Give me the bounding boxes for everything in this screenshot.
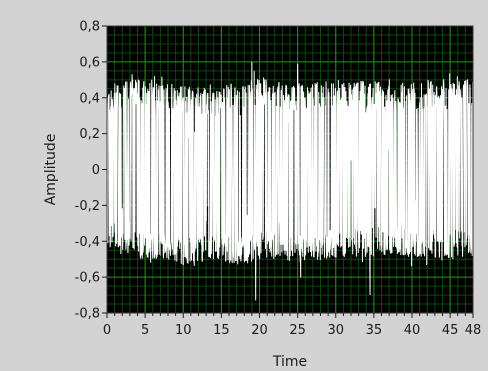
signal-trace xyxy=(106,61,474,301)
x-tick-label: 48 xyxy=(465,323,482,338)
y-tick-label: -0,8 xyxy=(75,307,100,322)
x-tick-label: 30 xyxy=(327,323,344,338)
x-tick-label: 40 xyxy=(404,323,421,338)
signal-line xyxy=(106,61,474,301)
x-tick-label: 45 xyxy=(442,323,459,338)
y-tick-label: 0,8 xyxy=(79,20,100,35)
y-axis-title: Amplitude xyxy=(43,134,59,206)
y-tick-label: 0,4 xyxy=(79,91,100,106)
x-tick-label: 10 xyxy=(175,323,192,338)
y-tick-label: -0,4 xyxy=(75,235,100,250)
x-tick-label: 25 xyxy=(289,323,306,338)
x-tick-label: 15 xyxy=(213,323,230,338)
x-tick-label: 35 xyxy=(366,323,383,338)
y-tick-label: 0,6 xyxy=(79,55,100,70)
x-tick-label: 20 xyxy=(251,323,268,338)
y-tick-label: -0,6 xyxy=(75,271,100,286)
x-axis: 0 5 10 15 20 25 30 35 40 45 48 xyxy=(103,313,481,338)
x-tick-label: 5 xyxy=(141,323,149,338)
x-tick-label: 0 xyxy=(103,323,111,338)
y-axis: 0,8 0,6 0,4 0,2 0 -0,2 -0,4 -0,6 -0,8 xyxy=(75,20,107,322)
x-axis-title: Time xyxy=(272,354,307,370)
y-tick-label: -0,2 xyxy=(75,199,100,214)
y-tick-label: 0 xyxy=(92,163,100,178)
y-tick-label: 0,2 xyxy=(79,127,100,142)
